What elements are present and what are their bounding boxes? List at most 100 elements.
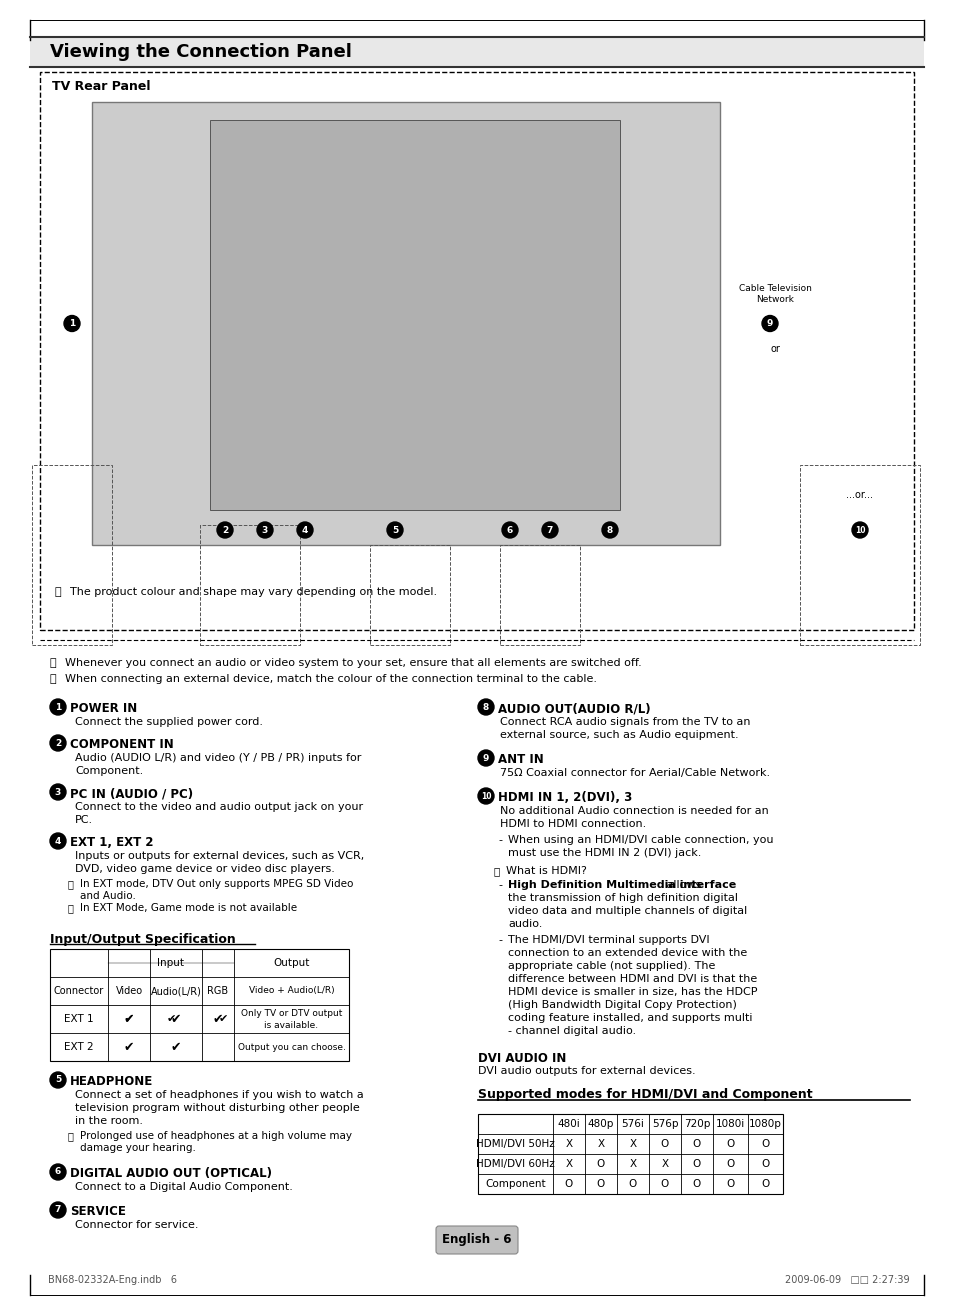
Text: ✔: ✔ [124,1013,134,1026]
Text: TV Rear Panel: TV Rear Panel [52,80,151,93]
Text: Connector for service.: Connector for service. [75,1220,198,1230]
Circle shape [477,750,494,767]
Text: X: X [629,1139,636,1149]
Text: When connecting an external device, match the colour of the connection terminal : When connecting an external device, matc… [65,675,597,684]
Text: O: O [628,1180,637,1189]
Text: HDMI/DVI 60Hz: HDMI/DVI 60Hz [476,1159,555,1169]
Text: ✔: ✔ [166,1014,175,1024]
Text: EXT 2: EXT 2 [64,1041,93,1052]
Text: must use the HDMI IN 2 (DVI) jack.: must use the HDMI IN 2 (DVI) jack. [507,848,700,857]
Text: ...or...: ...or... [845,490,873,500]
Text: Output you can choose.: Output you can choose. [237,1043,345,1052]
Bar [91,103,720,544]
Text: O: O [597,1180,604,1189]
Text: and Audio.: and Audio. [80,892,135,901]
Bar [40,72,913,630]
Text: television program without disturbing other people: television program without disturbing ot… [75,1103,359,1112]
Bar [50,949,349,1061]
Text: ✔: ✔ [124,1040,134,1053]
Circle shape [501,522,517,538]
Text: ⓿: ⓿ [50,675,56,684]
Text: Viewing the Connection Panel: Viewing the Connection Panel [50,43,352,60]
Text: O: O [760,1159,769,1169]
Bar [210,120,619,510]
Circle shape [50,784,66,800]
Text: What is HDMI?: What is HDMI? [505,867,586,876]
Text: -: - [497,935,501,945]
Circle shape [387,522,402,538]
Text: RGB: RGB [207,986,229,995]
Text: When using an HDMI/DVI cable connection, you: When using an HDMI/DVI cable connection,… [507,835,773,846]
Text: No additional Audio connection is needed for an: No additional Audio connection is needed… [499,806,768,817]
Text: The product colour and shape may vary depending on the model.: The product colour and shape may vary de… [70,586,436,597]
Circle shape [50,1202,66,1218]
Text: 1: 1 [69,320,75,327]
Text: ANT IN: ANT IN [497,753,543,767]
Text: 480p: 480p [587,1119,614,1130]
Text: O: O [660,1139,668,1149]
Text: AUDIO OUT(AUDIO R/L): AUDIO OUT(AUDIO R/L) [497,702,650,715]
Text: O: O [725,1159,734,1169]
Text: 5: 5 [55,1076,61,1085]
Text: 9: 9 [482,753,489,763]
Text: SERVICE: SERVICE [70,1205,126,1218]
Text: 4: 4 [54,836,61,846]
Text: Connect a set of headphones if you wish to watch a: Connect a set of headphones if you wish … [75,1090,363,1101]
Text: English - 6: English - 6 [442,1233,511,1247]
Text: PC.: PC. [75,815,93,825]
Text: The HDMI/DVI terminal supports DVI: The HDMI/DVI terminal supports DVI [507,935,709,945]
Text: X: X [565,1139,572,1149]
Text: O: O [692,1139,700,1149]
Text: ✔: ✔ [213,1013,223,1026]
Text: Connector: Connector [53,986,104,995]
Text: HDMI device is smaller in size, has the HDCP: HDMI device is smaller in size, has the … [507,988,757,997]
Text: O: O [660,1180,668,1189]
Text: is available.: is available. [264,1022,318,1031]
Text: PC IN (AUDIO / PC): PC IN (AUDIO / PC) [70,786,193,800]
Circle shape [216,522,233,538]
Text: (High Bandwidth Digital Copy Protection): (High Bandwidth Digital Copy Protection) [507,999,736,1010]
Text: Inputs or outputs for external devices, such as VCR,: Inputs or outputs for external devices, … [75,851,364,861]
Text: 10: 10 [480,792,491,801]
Bar [32,466,112,644]
Text: Connect the supplied power cord.: Connect the supplied power cord. [75,717,263,727]
Text: 576i: 576i [621,1119,644,1130]
Text: 3: 3 [262,526,268,534]
Text: X: X [597,1139,604,1149]
Text: connection to an extended device with the: connection to an extended device with th… [507,948,746,959]
Text: allows: allows [662,880,700,890]
Text: HDMI/DVI 50Hz: HDMI/DVI 50Hz [476,1139,555,1149]
Text: Cable Television
Network: Cable Television Network [738,284,811,304]
Text: external source, such as Audio equipment.: external source, such as Audio equipment… [499,730,738,740]
Text: 3: 3 [55,788,61,797]
Text: POWER IN: POWER IN [70,702,137,715]
Text: DVI AUDIO IN: DVI AUDIO IN [477,1052,566,1065]
Bar [499,544,579,644]
Text: 4: 4 [301,526,308,534]
Text: ✔: ✔ [218,1014,228,1024]
Text: EXT 1, EXT 2: EXT 1, EXT 2 [70,836,153,849]
Text: video data and multiple channels of digital: video data and multiple channels of digi… [507,906,746,917]
Text: Connect RCA audio signals from the TV to an: Connect RCA audio signals from the TV to… [499,717,750,727]
Text: Video: Video [115,986,142,995]
Text: O: O [564,1180,573,1189]
Text: Supported modes for HDMI/DVI and Component: Supported modes for HDMI/DVI and Compone… [477,1088,812,1101]
Text: O: O [692,1180,700,1189]
Text: In EXT Mode, Game mode is not available: In EXT Mode, Game mode is not available [80,903,296,913]
Text: DIGITAL AUDIO OUT (OPTICAL): DIGITAL AUDIO OUT (OPTICAL) [70,1166,272,1180]
Text: -: - [497,880,501,890]
Circle shape [256,522,273,538]
Text: Audio (AUDIO L/R) and video (Y / PB / PR) inputs for: Audio (AUDIO L/R) and video (Y / PB / PR… [75,753,361,763]
Circle shape [477,788,494,803]
Text: Component.: Component. [75,767,143,776]
Text: 7: 7 [546,526,553,534]
Text: 2009-06-09   □□ 2:27:39: 2009-06-09 □□ 2:27:39 [784,1276,909,1285]
Text: X: X [629,1159,636,1169]
Text: damage your hearing.: damage your hearing. [80,1143,195,1153]
Text: 2: 2 [55,739,61,747]
Text: Component: Component [485,1180,545,1189]
Text: EXT 1: EXT 1 [64,1014,93,1024]
Circle shape [296,522,313,538]
Text: ✔: ✔ [124,1014,133,1024]
Text: Only TV or DTV output: Only TV or DTV output [240,1010,342,1019]
